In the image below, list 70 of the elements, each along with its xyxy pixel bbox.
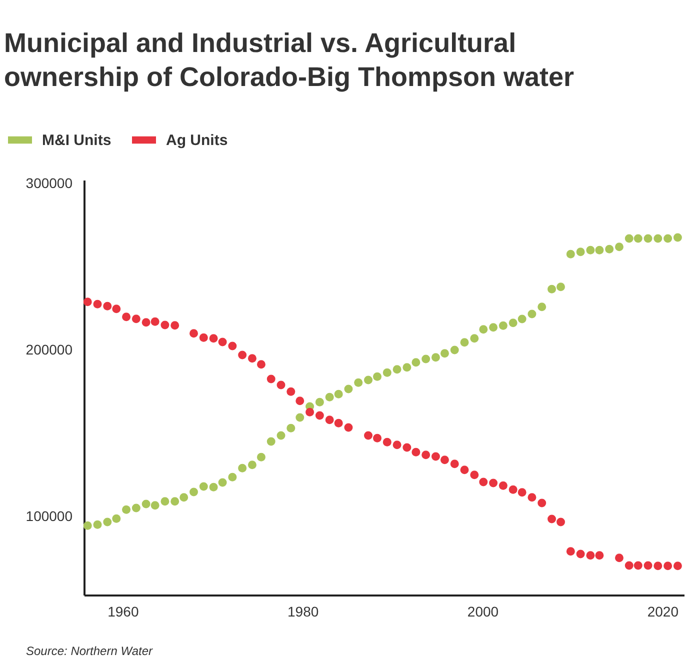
point (508, 485, 518, 494)
point (334, 418, 343, 428)
point (440, 456, 449, 464)
point (382, 438, 392, 446)
source-note: Source: Northern Water (26, 644, 152, 658)
point (170, 321, 180, 330)
point (286, 387, 296, 396)
point (199, 333, 208, 342)
point (489, 478, 498, 488)
point (673, 562, 682, 570)
point (228, 342, 237, 350)
point (306, 408, 314, 416)
point (325, 416, 334, 424)
point (276, 380, 286, 390)
point (538, 498, 546, 508)
point (518, 488, 526, 497)
y-tick-label: 300000 (26, 174, 73, 191)
x-tick-label: 2020 (647, 604, 679, 620)
point (498, 481, 508, 490)
x-tick-label: 2000 (467, 604, 499, 620)
legend-label: Ag Units (166, 132, 228, 149)
point (83, 298, 92, 306)
point (576, 550, 585, 558)
point (142, 318, 150, 327)
y-tick-label: 100000 (26, 508, 73, 524)
point (566, 547, 575, 556)
point (412, 448, 420, 456)
point (664, 562, 672, 570)
point (431, 452, 440, 461)
point (460, 466, 469, 474)
point (122, 312, 131, 322)
point (595, 551, 604, 560)
point (150, 317, 160, 326)
point (654, 562, 662, 570)
point (190, 329, 198, 338)
point (160, 320, 170, 330)
point (422, 450, 430, 460)
point (479, 478, 488, 486)
point (402, 443, 412, 452)
point (548, 514, 556, 524)
point (528, 493, 536, 502)
point (132, 314, 140, 324)
point (315, 411, 324, 420)
point (93, 300, 102, 308)
point (209, 334, 218, 343)
point (470, 470, 479, 480)
point (634, 561, 642, 570)
point (344, 423, 353, 432)
point (392, 440, 402, 450)
point (624, 561, 634, 570)
point (450, 460, 459, 468)
point (248, 354, 256, 363)
y-tick-label: 200000 (26, 342, 73, 358)
point (586, 551, 595, 560)
point (296, 396, 304, 406)
point (364, 431, 372, 440)
point (112, 304, 121, 314)
point (644, 561, 652, 570)
point (373, 434, 382, 442)
x-tick-label: 1980 (288, 604, 319, 620)
legend-label: M&I Units (42, 132, 112, 149)
point (614, 554, 624, 562)
point (218, 338, 227, 346)
point (238, 350, 247, 360)
x-tick-label: 1960 (108, 604, 139, 620)
point (256, 360, 266, 369)
chart-title: Municipal and Industrial vs. Agricultural ownership of Colorado-Big Thompson water (4, 28, 574, 92)
point (103, 302, 112, 310)
point (266, 374, 276, 384)
point (556, 518, 566, 526)
